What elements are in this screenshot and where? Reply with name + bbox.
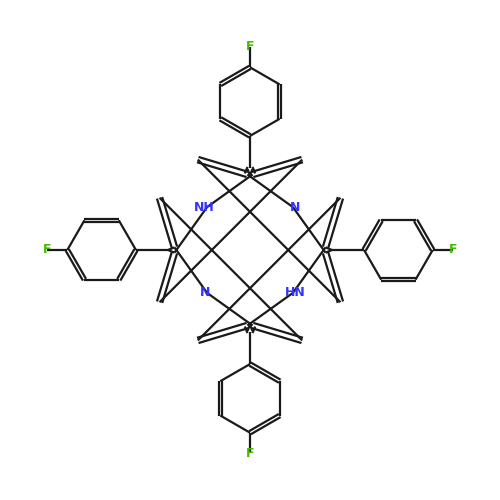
- Text: HN: HN: [285, 286, 306, 300]
- Text: F: F: [42, 244, 51, 256]
- Text: N: N: [200, 286, 210, 300]
- Text: NH: NH: [194, 200, 215, 213]
- Text: F: F: [246, 447, 254, 460]
- Text: F: F: [246, 40, 254, 53]
- Text: N: N: [290, 200, 300, 213]
- Text: F: F: [449, 244, 458, 256]
